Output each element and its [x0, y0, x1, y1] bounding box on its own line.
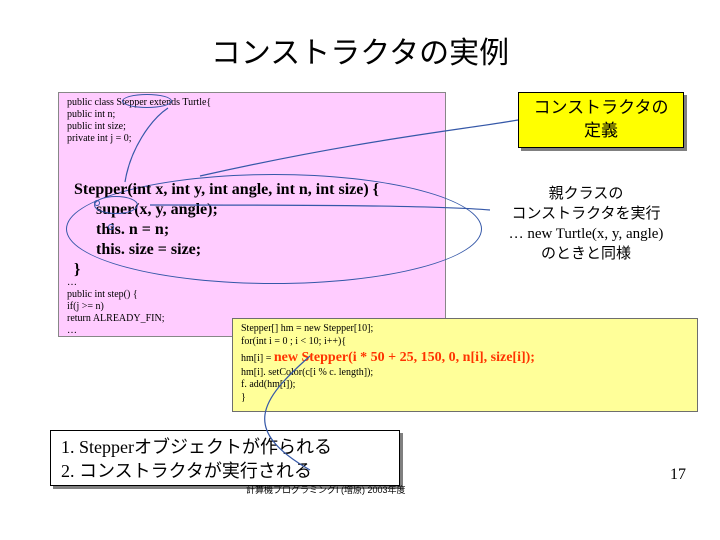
dot-icon [94, 200, 100, 206]
callout-line: コンストラクタの [519, 97, 683, 120]
ctor-body: super(x, y, angle); [74, 200, 474, 220]
code-usage: Stepper[] hm = new Stepper[10]; for(int … [232, 318, 698, 412]
code-line: private int j = 0; [67, 133, 437, 145]
slide-footer: 計算機プログラミングI (増原) 2003年度 [246, 483, 406, 496]
page-number: 17 [670, 466, 686, 484]
code-line: } [241, 392, 689, 405]
dot-icon [108, 224, 114, 230]
code-line: for(int i = 0 ; i < 10; i++){ [241, 336, 689, 349]
callout-constructor-def: コンストラクタの 定義 [518, 92, 684, 148]
constructor-signature-block: Stepper(int x, int y, int angle, int n, … [74, 180, 474, 280]
code-line: f. add(hm[i]); [241, 379, 689, 392]
callout-line: 定義 [519, 120, 683, 143]
code-span: hm[i] = [241, 353, 274, 364]
ctor-body: this. size = size; [74, 240, 474, 260]
code-line: hm[i] = new Stepper(i * 50 + 25, 150, 0,… [241, 349, 689, 367]
ctor-sig: Stepper(int x, int y, int angle, int n, … [74, 180, 474, 200]
summary-steps: 1. Stepperオブジェクトが作られる 2. コンストラクタが実行される [50, 430, 400, 486]
callout-line: 親クラスの [488, 184, 684, 204]
code-line: Stepper[] hm = new Stepper[10]; [241, 323, 689, 336]
code-line: hm[i]. setColor(c[i % c. length]); [241, 367, 689, 380]
summary-line: 1. Stepperオブジェクトが作られる [61, 435, 389, 459]
code-highlight-new: new Stepper(i * 50 + 25, 150, 0, n[i], s… [274, 350, 535, 365]
callout-super-explain: 親クラスの コンストラクタを実行 … new Turtle(x, y, angl… [488, 182, 684, 266]
code-line: if(j >= n) [67, 301, 437, 313]
ctor-end: } [74, 260, 474, 280]
callout-line: コンストラクタを実行 [488, 204, 684, 224]
summary-line: 2. コンストラクタが実行される [61, 459, 389, 483]
code-line: public int size; [67, 121, 437, 133]
slide-title: コンストラクタの実例 [0, 0, 720, 72]
callout-line: … new Turtle(x, y, angle) [488, 224, 684, 244]
ctor-body: this. n = n; [74, 220, 474, 240]
code-line: public int step() { [67, 289, 437, 301]
code-line: public int n; [67, 109, 437, 121]
callout-line: のときと同様 [488, 244, 684, 264]
code-line: public class Stepper extends Turtle{ [67, 97, 437, 109]
